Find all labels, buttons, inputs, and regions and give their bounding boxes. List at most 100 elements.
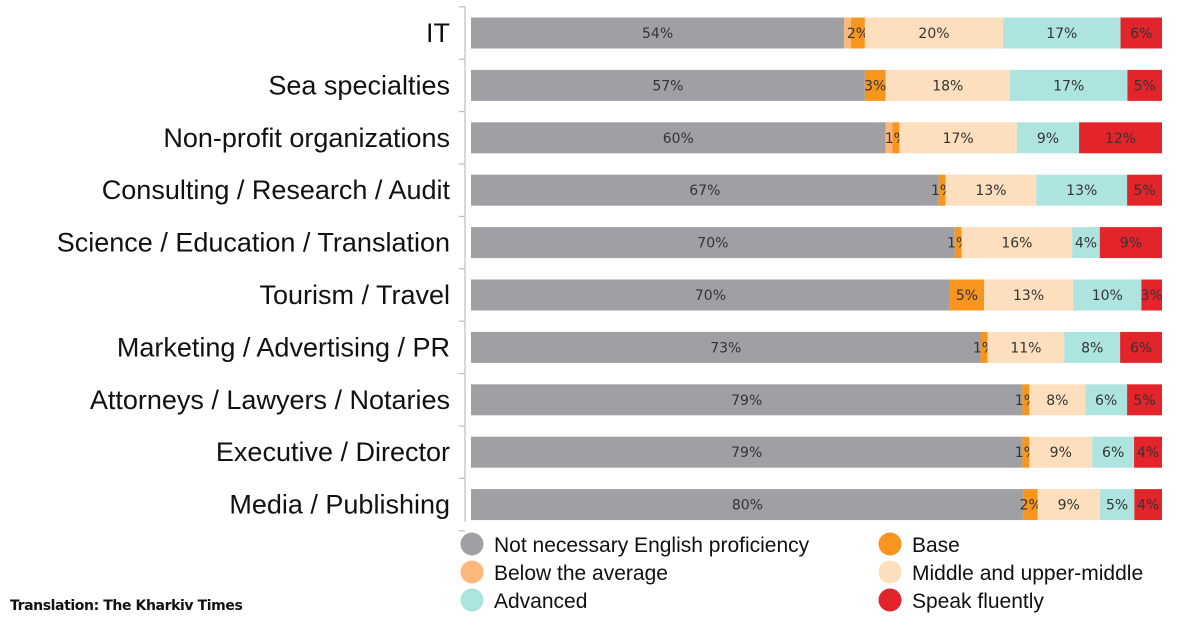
data-label: 4% (1075, 236, 1097, 252)
bar-segment-speak-fluently (1134, 436, 1162, 468)
data-label: 80% (732, 498, 763, 514)
data-label: 70% (695, 288, 726, 304)
data-label: 9% (1037, 131, 1059, 147)
category-label: Science / Education / Translation (57, 228, 450, 258)
bar-segment-base (1022, 436, 1030, 468)
data-label: 17% (943, 131, 974, 147)
bar-segment-speak-fluently (1120, 17, 1162, 49)
bar-segment-speak-fluently (1141, 279, 1162, 311)
bar-segment-not-necessary-english-proficiency (471, 174, 939, 206)
data-label: 13% (975, 183, 1006, 199)
category-labels: IT Sea specialties Non-profit organization… (57, 18, 451, 520)
legend-swatch (460, 560, 484, 584)
bar-segment-speak-fluently (1127, 384, 1162, 416)
category-label: Marketing / Advertising / PR (117, 332, 450, 362)
bar-segment-base (954, 227, 962, 259)
bar-segment-base (851, 17, 865, 49)
bar-segment-advanced (1085, 384, 1128, 416)
data-label: 6% (1130, 26, 1152, 42)
bar-segment-middle-and-upper-middle (1029, 436, 1093, 468)
category-label: Executive / Director (216, 437, 450, 467)
data-label: 6% (1130, 340, 1152, 356)
data-label: 3% (864, 78, 886, 94)
data-label: 11% (1010, 340, 1041, 356)
category-label: Media / Publishing (229, 490, 450, 520)
bar-segment-base (892, 122, 900, 154)
bar-segment-middle-and-upper-middle (1037, 489, 1100, 521)
category-label: Tourism / Travel (259, 280, 450, 310)
bar-segment-advanced (1073, 279, 1142, 311)
data-label: 8% (1046, 393, 1068, 409)
bar-segment-not-necessary-english-proficiency (471, 279, 950, 311)
bar-segment-advanced (1009, 69, 1128, 101)
bar-segment-middle-and-upper-middle (899, 122, 1017, 154)
bar-segment-middle-and-upper-middle (984, 279, 1074, 311)
bar-segment-middle-and-upper-middle (945, 174, 1037, 206)
bar-segment-middle-and-upper-middle (864, 17, 1004, 49)
category-label: Sea specialties (268, 70, 450, 100)
legend-swatch (460, 588, 484, 612)
legend-label: Middle and upper-middle (912, 562, 1143, 585)
data-label: 5% (1106, 498, 1128, 514)
legend: Not necessary English proficiency Below t… (460, 532, 1143, 613)
translation-credit: Translation: The Kharkiv Times (10, 598, 243, 614)
bar-segment-below-the-average (885, 122, 893, 154)
bar-segment-middle-and-upper-middle (961, 227, 1073, 259)
bar-segment-base (980, 331, 988, 363)
bar-segment-base (1023, 489, 1038, 521)
category-label: IT (426, 18, 450, 48)
legend-swatch (878, 532, 902, 556)
data-label: 70% (697, 236, 728, 252)
category-label: Attorneys / Lawyers / Notaries (90, 385, 450, 415)
bar-segment-not-necessary-english-proficiency (471, 17, 845, 49)
bar-segment-advanced (1016, 122, 1080, 154)
data-label: 2% (847, 26, 869, 42)
legend-swatch (878, 588, 902, 612)
bar-segment-base (1022, 384, 1030, 416)
data-label: 9% (1120, 236, 1142, 252)
data-label: 10% (1092, 288, 1123, 304)
data-label: 18% (932, 78, 963, 94)
data-label: 9% (1050, 445, 1072, 461)
data-label: 67% (689, 183, 720, 199)
data-label: 79% (731, 393, 762, 409)
legend-swatch (878, 560, 902, 584)
bar-segment-speak-fluently (1127, 174, 1162, 206)
bar-segment-middle-and-upper-middle (1029, 384, 1086, 416)
bar-segment-advanced (1099, 489, 1135, 521)
data-label: 17% (1046, 26, 1077, 42)
bar-segment-base (949, 279, 985, 311)
data-label: 79% (731, 445, 762, 461)
bar-segment-speak-fluently (1134, 489, 1162, 521)
bar-segment-base (938, 174, 946, 206)
bar-segment-advanced (1003, 17, 1121, 49)
bar-segment-advanced (1064, 331, 1121, 363)
bar-segment-advanced (1036, 174, 1128, 206)
category-label: Consulting / Research / Audit (102, 175, 451, 205)
bar-segment-not-necessary-english-proficiency (471, 122, 886, 154)
bar-segment-not-necessary-english-proficiency (471, 489, 1024, 521)
axis-layer (459, 6, 466, 532)
bar-segment-advanced (1092, 436, 1135, 468)
data-label: 57% (652, 78, 683, 94)
data-label: 60% (663, 131, 694, 147)
data-label: 13% (1013, 288, 1044, 304)
legend-label: Base (912, 534, 960, 557)
data-label: 4% (1137, 498, 1159, 514)
data-label: 6% (1102, 445, 1124, 461)
data-label: 13% (1066, 183, 1097, 199)
data-label: 9% (1058, 498, 1080, 514)
bar-segment-not-necessary-english-proficiency (471, 69, 865, 101)
data-label: 2% (1020, 498, 1042, 514)
bar-segment-not-necessary-english-proficiency (471, 384, 1023, 416)
data-label: 5% (956, 288, 978, 304)
bar-segment-speak-fluently (1127, 69, 1162, 101)
data-label: 5% (1134, 78, 1156, 94)
data-label: 12% (1105, 131, 1136, 147)
data-label: 8% (1081, 340, 1103, 356)
data-label: 17% (1053, 78, 1084, 94)
bar-segment-not-necessary-english-proficiency (471, 331, 981, 363)
bar-segment-speak-fluently (1079, 122, 1162, 154)
bar-segment-middle-and-upper-middle (885, 69, 1010, 101)
